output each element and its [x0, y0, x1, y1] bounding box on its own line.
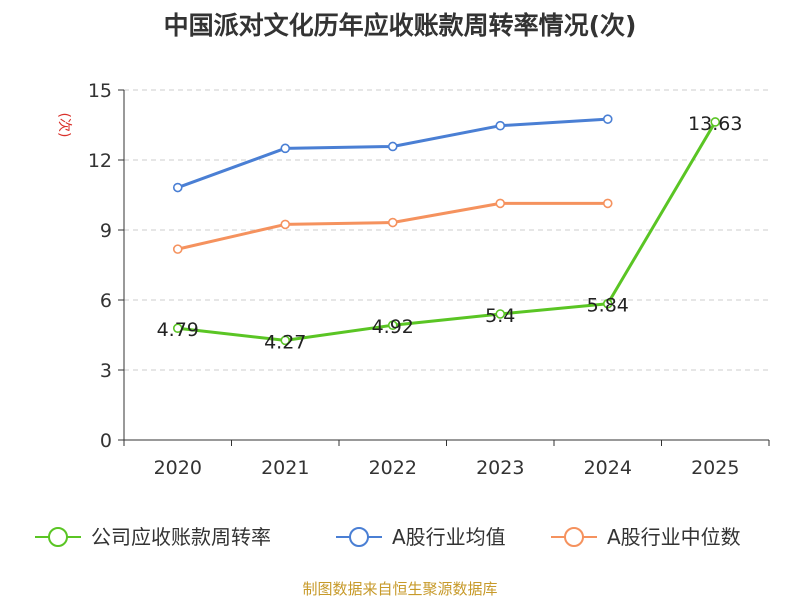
data-point [387, 141, 398, 152]
data-label: 5.4 [485, 305, 515, 327]
y-tick-label: 0 [100, 430, 112, 452]
y-axis-label: (次) [56, 113, 72, 138]
legend-marker [48, 527, 68, 547]
y-tick-label: 15 [88, 80, 112, 102]
source-note: 制图数据来自恒生聚源数据库 [302, 580, 498, 598]
x-tick-label: 2025 [691, 457, 739, 479]
legend-marker [349, 527, 369, 547]
data-point [280, 219, 291, 230]
y-tick-label: 12 [88, 150, 112, 172]
data-labels: 4.79 4.27 4.92 5.4 5.84 13.63 [157, 113, 743, 353]
data-point [172, 323, 183, 334]
grid-lines [124, 89, 769, 371]
x-tick-label: 2024 [584, 457, 632, 479]
data-point [280, 143, 291, 154]
data-label: 4.92 [372, 316, 414, 338]
data-point [495, 120, 506, 131]
x-tick-label: 2022 [369, 457, 417, 479]
legend-label: A股行业均值 [392, 525, 506, 549]
data-point [495, 198, 506, 209]
data-point [280, 335, 291, 346]
data-label: 4.27 [264, 331, 306, 353]
axes: 0 3 6 9 12 15 2020 2021 2022 2023 2024 2025 (次) [56, 80, 770, 479]
y-tick-label: 3 [100, 360, 112, 382]
x-tick-label: 2021 [261, 457, 309, 479]
x-tick-label: 2023 [476, 457, 524, 479]
legend-marker [564, 527, 584, 547]
legend-label: 公司应收账款周转率 [91, 525, 271, 549]
legend: 公司应收账款周转率 A股行业均值 A股行业中位数 [35, 525, 741, 549]
series-line [177, 121, 717, 342]
data-point [602, 198, 613, 209]
data-point [602, 298, 613, 309]
y-tick-label: 6 [100, 290, 112, 312]
x-tick-label: 2020 [154, 457, 202, 479]
data-label: 13.63 [688, 113, 742, 135]
data-point [495, 309, 506, 319]
series-line [177, 117, 608, 189]
data-label: 5.84 [587, 295, 629, 317]
data-point [172, 182, 183, 193]
data-point [602, 114, 613, 124]
data-point [710, 117, 721, 127]
series-lines [172, 114, 721, 346]
data-label: 4.79 [157, 319, 199, 341]
data-point [172, 244, 183, 254]
chart-title: 中国派对文化历年应收账款周转率情况(次) [163, 11, 637, 40]
legend-label: A股行业中位数 [607, 525, 741, 549]
data-point [387, 217, 398, 228]
data-point [387, 320, 398, 331]
y-tick-label: 9 [100, 220, 112, 242]
